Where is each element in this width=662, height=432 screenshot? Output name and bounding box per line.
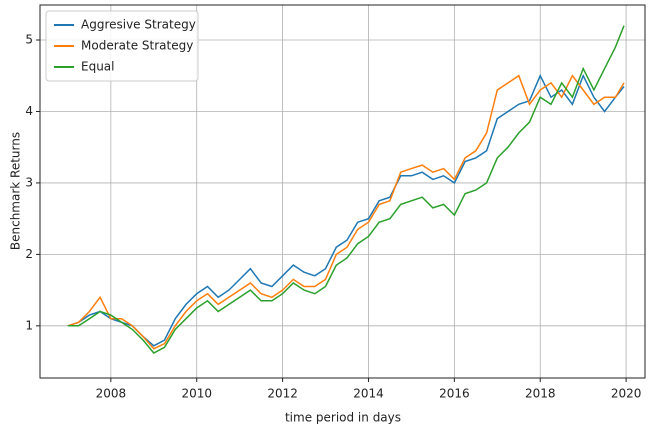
x-tick-label: 2008 — [96, 387, 127, 401]
legend-label: Equal — [81, 60, 115, 74]
x-tick-label: 2018 — [525, 387, 556, 401]
line-series — [67, 73, 625, 347]
y-tick-label: 3 — [25, 175, 33, 189]
y-tick-label: 4 — [25, 104, 33, 118]
x-tick-label: 2014 — [353, 387, 384, 401]
line-series — [67, 25, 625, 354]
y-tick-label: 1 — [25, 318, 33, 332]
plot-frame — [39, 4, 646, 379]
line-series — [67, 74, 625, 350]
x-tick-label: 2012 — [267, 387, 298, 401]
x-axis-label: time period in days — [285, 411, 401, 425]
legend-label: Aggresive Strategy — [81, 18, 196, 32]
x-tick-label: 2010 — [181, 387, 212, 401]
x-tick-label: 2016 — [439, 387, 470, 401]
y-axis-label: Benchmark Returns — [9, 132, 23, 250]
y-tick-label: 2 — [25, 247, 33, 261]
x-tick-label: 2020 — [611, 387, 642, 401]
legend-label: Moderate Strategy — [81, 39, 193, 53]
y-tick-label: 5 — [25, 33, 33, 47]
legend-box — [45, 10, 199, 82]
